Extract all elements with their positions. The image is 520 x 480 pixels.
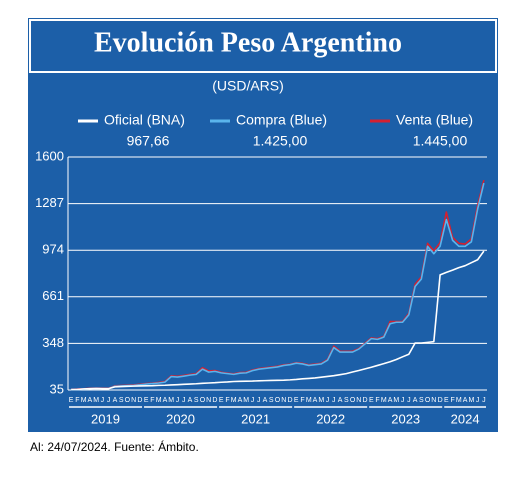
legend-label: Venta (Blue) xyxy=(396,112,473,128)
legend-value: 1.425,00 xyxy=(253,133,308,149)
x-tick-label: A xyxy=(238,397,243,404)
x-tick-label: J xyxy=(107,397,111,404)
x-tick-label: M xyxy=(306,397,312,404)
x-tick-label: D xyxy=(438,397,443,404)
x-tick-label: J xyxy=(401,397,405,404)
x-tick-label: D xyxy=(212,397,217,404)
x-tick-label: S xyxy=(419,397,424,404)
x-tick-label: J xyxy=(476,397,480,404)
x-tick-label: M xyxy=(243,397,249,404)
y-tick-label: 348 xyxy=(42,335,64,350)
x-tick-label: O xyxy=(350,397,356,404)
x-tick-label: E xyxy=(444,397,449,404)
x-tick-label: M xyxy=(456,397,462,404)
x-tick-label: N xyxy=(281,397,286,404)
legend-label: Compra (Blue) xyxy=(236,112,327,128)
x-tick-label: D xyxy=(363,397,368,404)
x-tick-label: E xyxy=(369,397,374,404)
legend-value: 1.445,00 xyxy=(413,133,468,149)
x-tick-label: O xyxy=(425,397,431,404)
x-tick-label: E xyxy=(294,397,299,404)
x-tick-label: E xyxy=(219,397,224,404)
y-tick-label: 35 xyxy=(50,381,64,396)
series-line xyxy=(71,182,485,391)
x-tick-label: M xyxy=(81,397,87,404)
x-tick-label: M xyxy=(393,397,399,404)
x-tick-label: A xyxy=(188,397,193,404)
x-tick-label: E xyxy=(69,397,74,404)
year-label: 2022 xyxy=(316,411,345,426)
x-tick-label: F xyxy=(225,397,229,404)
x-tick-label: N xyxy=(356,397,361,404)
x-tick-label: S xyxy=(119,397,124,404)
x-tick-label: A xyxy=(263,397,268,404)
x-tick-label: J xyxy=(482,397,486,404)
y-tick-label: 661 xyxy=(42,288,64,303)
series-line xyxy=(71,250,485,391)
x-tick-label: A xyxy=(113,397,118,404)
x-tick-label: J xyxy=(101,397,105,404)
x-tick-label: J xyxy=(407,397,411,404)
x-tick-label: J xyxy=(176,397,180,404)
x-tick-label: M xyxy=(168,397,174,404)
x-tick-label: N xyxy=(131,397,136,404)
x-tick-label: J xyxy=(332,397,336,404)
chart-title: Evolución Peso Argentino xyxy=(94,27,402,58)
x-tick-label: M xyxy=(93,397,99,404)
x-tick-label: M xyxy=(468,397,474,404)
x-tick-label: N xyxy=(206,397,211,404)
x-tick-label: S xyxy=(269,397,274,404)
year-label: 2023 xyxy=(391,411,420,426)
x-tick-label: A xyxy=(313,397,318,404)
x-tick-label: F xyxy=(75,397,79,404)
legend-label: Oficial (BNA) xyxy=(104,112,185,128)
legend-value: 967,66 xyxy=(127,133,170,149)
x-tick-label: S xyxy=(194,397,199,404)
title-box xyxy=(29,19,497,73)
x-tick-label: J xyxy=(326,397,330,404)
x-tick-label: F xyxy=(300,397,304,404)
x-tick-label: M xyxy=(318,397,324,404)
year-label: 2024 xyxy=(451,411,480,426)
x-tick-label: O xyxy=(200,397,206,404)
x-tick-label: A xyxy=(463,397,468,404)
x-tick-label: N xyxy=(431,397,436,404)
y-tick-label: 1287 xyxy=(35,195,64,210)
x-tick-label: A xyxy=(338,397,343,404)
year-label: 2019 xyxy=(91,411,120,426)
x-tick-label: D xyxy=(137,397,142,404)
x-tick-label: S xyxy=(344,397,349,404)
year-label: 2020 xyxy=(166,411,195,426)
x-tick-label: A xyxy=(88,397,93,404)
x-tick-label: J xyxy=(182,397,186,404)
x-tick-label: F xyxy=(375,397,379,404)
x-tick-label: F xyxy=(450,397,454,404)
x-tick-label: D xyxy=(287,397,292,404)
x-tick-label: J xyxy=(257,397,261,404)
x-tick-label: E xyxy=(144,397,149,404)
x-tick-label: A xyxy=(413,397,418,404)
x-tick-label: M xyxy=(381,397,387,404)
x-tick-label: M xyxy=(231,397,237,404)
year-label: 2021 xyxy=(241,411,270,426)
x-tick-label: O xyxy=(275,397,281,404)
chart-subtitle: (USD/ARS) xyxy=(212,78,284,94)
panel xyxy=(28,18,498,432)
x-tick-label: O xyxy=(125,397,131,404)
x-tick-label: A xyxy=(388,397,393,404)
y-tick-label: 974 xyxy=(42,242,64,257)
x-tick-label: A xyxy=(163,397,168,404)
x-tick-label: F xyxy=(150,397,154,404)
x-tick-label: J xyxy=(251,397,255,404)
x-tick-label: M xyxy=(156,397,162,404)
y-tick-label: 1600 xyxy=(35,148,64,163)
footnote: Al: 24/07/2024. Fuente: Ámbito. xyxy=(30,439,199,454)
